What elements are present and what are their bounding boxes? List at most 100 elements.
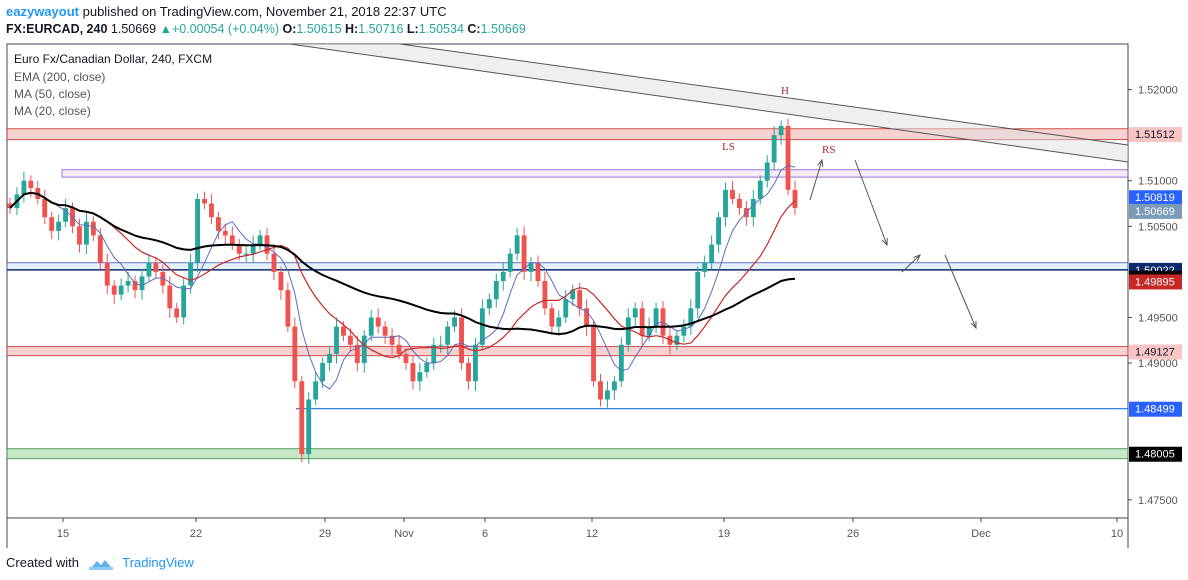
resistance-zone-top <box>6 128 1129 141</box>
low-label: L: <box>406 22 419 36</box>
candle-body <box>285 290 291 327</box>
candle-body <box>188 262 194 286</box>
y-tick-label: 1.49500 <box>1138 312 1178 324</box>
candle-body <box>653 308 659 327</box>
candle-body <box>424 363 430 373</box>
candle-body <box>584 308 590 327</box>
candle-body <box>792 189 798 209</box>
candle-body <box>42 198 48 218</box>
trendline-upper <box>399 43 1129 146</box>
symbol: FX:EURCAD, 240 <box>6 22 108 36</box>
candle-body <box>556 317 562 327</box>
candle-body <box>639 308 645 336</box>
projection-arrow <box>809 159 823 201</box>
author-link[interactable]: eazywayout <box>6 4 79 19</box>
candle-body <box>181 285 187 318</box>
candle-body <box>368 317 374 336</box>
footer: Created with TradingView <box>6 555 194 570</box>
candle-body <box>466 363 471 382</box>
candle-body <box>153 262 159 272</box>
candle-body <box>118 285 124 295</box>
candle-body <box>625 317 631 345</box>
change-arrow-icon: ▲ <box>159 22 172 36</box>
candle-body <box>563 299 569 318</box>
candle-body <box>327 353 332 364</box>
legend-ma20: MA (20, close) <box>14 104 91 118</box>
x-tick-label: 22 <box>190 528 202 540</box>
open-value: 1.50615 <box>296 22 342 36</box>
y-tick-label: 1.47500 <box>1138 495 1178 507</box>
tradingview-link[interactable]: TradingView <box>122 555 194 570</box>
candle-body <box>132 281 138 291</box>
candle-body <box>334 326 339 354</box>
projection-arrow <box>901 254 921 273</box>
candle-body <box>28 180 34 189</box>
pattern-label-h: H <box>781 85 789 97</box>
symbol-line: FX:EURCAD, 240 1.50669 ▲+0.00054 (+0.04%… <box>6 22 526 36</box>
candle-body <box>97 235 103 263</box>
price-label-box <box>1129 127 1182 143</box>
candle-body <box>7 203 13 209</box>
candle-body <box>459 317 464 364</box>
candle-body <box>605 390 610 400</box>
candle-body <box>375 317 381 327</box>
y-tick-label: 1.49000 <box>1138 358 1178 370</box>
created-with-label: Created with <box>6 555 79 570</box>
y-tick-label: 1.52000 <box>1138 85 1178 97</box>
candle-body <box>215 217 221 231</box>
candle-body <box>403 353 409 364</box>
candle-body <box>514 235 520 254</box>
candle-body <box>577 290 583 309</box>
x-tick-label: Dec <box>971 528 991 540</box>
x-tick-label: 10 <box>1111 528 1123 540</box>
candle-body <box>146 262 152 277</box>
candle-body <box>771 135 777 163</box>
candle-body <box>750 198 756 218</box>
candle-body <box>77 226 82 245</box>
projection-arrowhead <box>881 237 888 247</box>
candle-body <box>257 235 263 245</box>
candle-body <box>500 271 506 281</box>
projection-arrowhead <box>817 158 824 168</box>
x-tick-label: Nov <box>394 528 414 540</box>
candle-body <box>695 271 701 309</box>
candle-body <box>618 344 624 382</box>
candle-body <box>104 262 110 286</box>
candle-body <box>709 244 715 263</box>
candle-body <box>209 203 214 218</box>
ema200-line <box>9 191 796 336</box>
neckline-zone <box>6 262 1129 271</box>
legend-ema200: EMA (200, close) <box>14 70 105 84</box>
ma20-line <box>9 164 796 390</box>
price-label: 1.51512 <box>1135 129 1175 141</box>
candle-body <box>271 253 277 272</box>
candle-body <box>125 281 131 286</box>
candle-body <box>49 217 55 231</box>
candle-body <box>167 285 173 309</box>
candle-body <box>757 180 763 199</box>
candle-body <box>63 208 69 222</box>
projection-arrow <box>944 254 977 329</box>
candle-body <box>438 344 444 346</box>
x-tick-label: 12 <box>586 528 598 540</box>
candle-body <box>591 326 596 382</box>
candle-body <box>521 235 527 272</box>
ma50-line <box>9 192 796 359</box>
candle-body <box>431 344 437 364</box>
candle-body <box>202 198 207 204</box>
x-tick-label: 29 <box>319 528 331 540</box>
candle-body <box>278 271 284 291</box>
trendline-lower <box>289 43 1129 163</box>
candle-body <box>243 253 249 255</box>
candle-body <box>21 180 27 195</box>
low-value: 1.50534 <box>418 22 464 36</box>
candle-body <box>549 308 555 327</box>
price-label-box <box>1129 203 1182 219</box>
last-price: 1.50669 <box>110 22 157 36</box>
candle-body <box>646 326 652 336</box>
x-tick-label: 26 <box>847 528 859 540</box>
candle-body <box>347 335 353 345</box>
close-label: C: <box>467 22 481 36</box>
candle-body <box>341 326 346 336</box>
